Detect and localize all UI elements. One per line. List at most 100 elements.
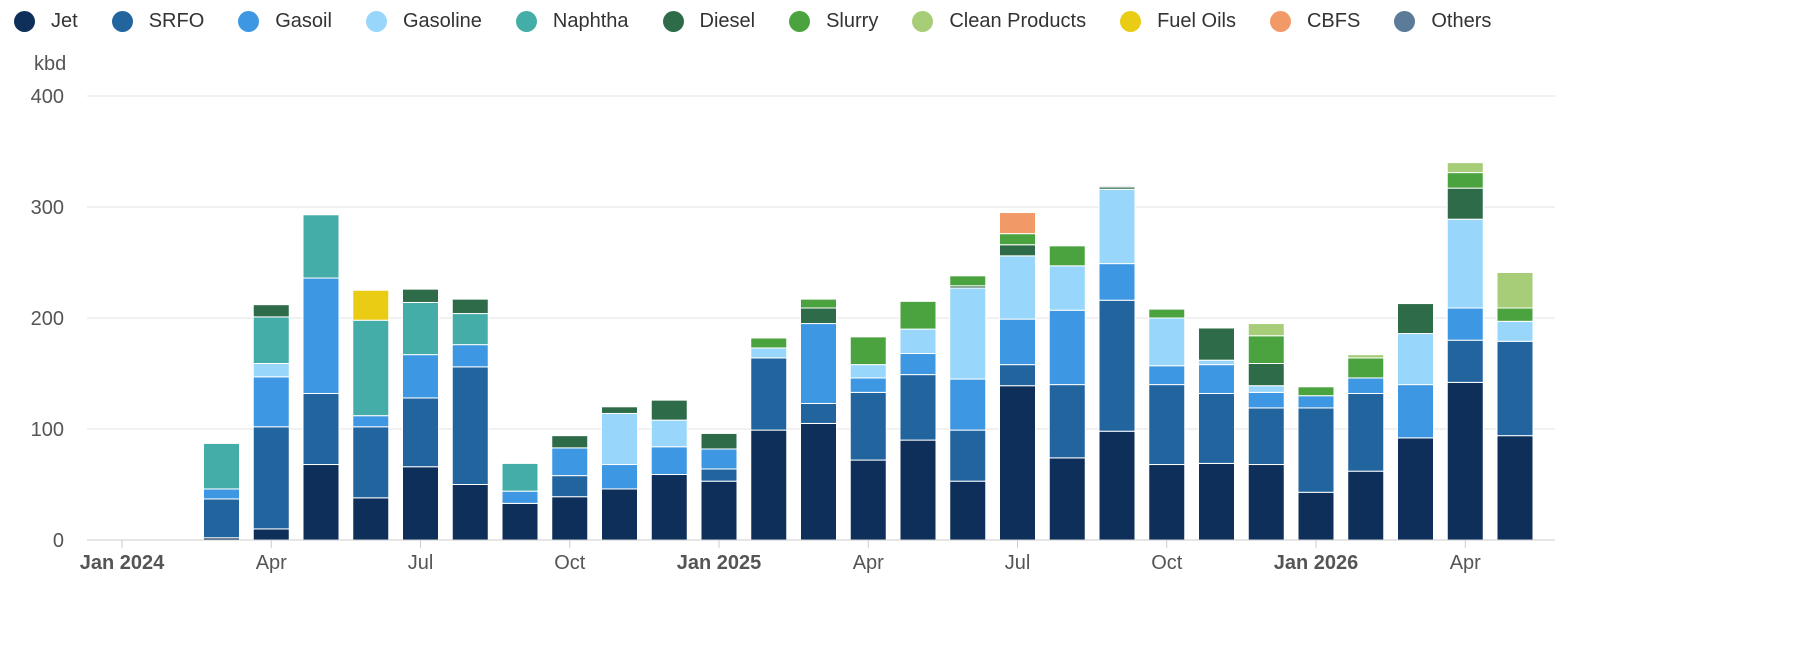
bar-segment-srfo	[1446, 339, 1484, 383]
bar-segment-gasoil	[601, 464, 638, 490]
y-tick-label: 200	[31, 308, 64, 330]
legend-swatch	[111, 11, 133, 32]
legend-item-gasoline[interactable]: Gasoline	[365, 10, 482, 33]
legend-label: CBFS	[1306, 10, 1361, 32]
y-tick-label: 300	[31, 197, 64, 219]
legend-item-cbfs[interactable]: CBFS	[1269, 10, 1361, 33]
bar-segment-clean-products	[1247, 323, 1285, 337]
bar-segment-gasoline	[1247, 385, 1285, 393]
bar-segment-gasoline	[1397, 333, 1434, 386]
legend-swatch	[789, 11, 811, 32]
bar-segment-gasoil	[999, 318, 1036, 366]
bar-segment-diesel	[402, 288, 439, 303]
y-tick-label: 0	[53, 530, 64, 552]
bar-segment-jet	[402, 466, 439, 541]
legend-item-diesel[interactable]: Diesel	[662, 10, 756, 33]
bar-segment-srfo	[1297, 407, 1335, 493]
bar-segment-gasoline	[1198, 359, 1235, 366]
bar-segment-srfo	[700, 468, 738, 482]
bar-segment-srfo	[1198, 392, 1235, 464]
bar-segment-naphtha	[252, 316, 290, 365]
legend-item-others[interactable]: Others	[1394, 10, 1491, 33]
bar-segment-diesel	[700, 432, 738, 450]
bar-segment-jet	[551, 496, 589, 541]
bar-segment-slurry	[999, 233, 1036, 246]
bar-segment-gasoline	[1148, 317, 1186, 367]
legend-label: Others	[1431, 10, 1492, 32]
bar-segment-jet	[1397, 437, 1434, 541]
bar-segment-gasoil	[1297, 395, 1335, 409]
legend-label: Gasoline	[402, 10, 482, 32]
bar-segment-gasoline	[999, 255, 1036, 320]
bar-segment-srfo	[352, 426, 390, 499]
bar-segment-gasoline	[1098, 188, 1136, 265]
legend-label: Diesel	[699, 10, 756, 32]
bar-segment-gasoil	[451, 344, 489, 368]
legend-item-clean-products[interactable]: Clean Products	[912, 10, 1086, 33]
bar-segment-gasoil	[1247, 391, 1285, 409]
bar-segment-jet	[352, 497, 390, 541]
bar-segment-gasoil	[949, 378, 987, 431]
bar-segment-fuel-oils	[352, 289, 390, 321]
bar-segment-jet	[1496, 435, 1534, 541]
bar-segment-diesel	[650, 399, 688, 421]
legend-item-naphtha[interactable]: Naphtha	[515, 10, 629, 33]
bar-segment-diesel	[1446, 187, 1484, 220]
bar-segment-naphtha	[402, 301, 439, 356]
bar-segment-srfo	[1098, 299, 1136, 432]
bar-segment-srfo	[1148, 384, 1186, 466]
bar-segment-gasoil	[700, 448, 738, 470]
bar-segment-jet	[1198, 462, 1235, 541]
bar-segment-jet	[1247, 464, 1285, 541]
bar-segment-jet	[302, 464, 340, 541]
bar-segment-srfo	[800, 402, 837, 424]
bar-segment-diesel	[800, 307, 837, 325]
bar-segment-gasoil	[1347, 377, 1385, 394]
x-tick-label: Oct	[1151, 552, 1183, 574]
bar-segment-slurry	[849, 336, 887, 366]
bar-segment-diesel	[601, 406, 638, 414]
bar-segment-gasoil	[1048, 309, 1086, 386]
legend-item-slurry[interactable]: Slurry	[789, 10, 878, 33]
y-tick-label: 100	[31, 419, 64, 441]
legend-item-jet[interactable]: Jet	[14, 10, 78, 33]
legend-label: SRFO	[148, 10, 205, 32]
x-tick-label: Jan 2025	[677, 552, 762, 574]
bar-segment-slurry	[1247, 335, 1285, 365]
bar-segment-jet	[750, 429, 788, 541]
bar-segment-diesel	[999, 244, 1036, 257]
bar-segment-slurry	[899, 300, 937, 330]
bar-segment-srfo	[551, 475, 589, 498]
bar-segment-srfo	[949, 429, 987, 482]
legend-swatch	[14, 11, 35, 32]
bar-segment-srfo	[402, 397, 439, 468]
bar-segment-srfo	[1496, 340, 1534, 437]
bar-segment-jet	[999, 385, 1036, 541]
bar-segment-srfo	[899, 374, 937, 441]
bar-segment-gasoline	[949, 287, 987, 380]
legend-swatch	[662, 11, 684, 32]
bar-segment-diesel	[451, 298, 489, 315]
bar-segment-gasoil	[1098, 263, 1136, 301]
bar-segment-slurry	[800, 298, 837, 309]
bar-segment-srfo	[1347, 392, 1385, 472]
y-axis-label: kbd	[34, 53, 66, 75]
bar-segment-slurry	[1148, 308, 1186, 319]
bar-segment-srfo	[451, 366, 489, 485]
legend-item-fuel-oils[interactable]: Fuel Oils	[1120, 10, 1236, 33]
bar-segment-naphtha	[203, 442, 240, 490]
bar-segment-clean-products	[1496, 271, 1534, 309]
bar-segment-naphtha	[501, 462, 539, 492]
bar-segment-jet	[700, 480, 738, 541]
legend-item-srfo[interactable]: SRFO	[111, 10, 205, 33]
bar-segment-gasoil	[1397, 384, 1434, 439]
bar-segment-srfo	[1048, 384, 1086, 459]
legend-swatch	[1120, 11, 1142, 32]
x-tick-label: Apr	[1450, 552, 1481, 574]
legend-item-gasoil[interactable]: Gasoil	[238, 10, 332, 33]
bar-segment-gasoil	[402, 354, 439, 399]
bar-segment-gasoil	[203, 488, 240, 500]
bar-segment-jet	[899, 439, 937, 541]
bar-segment-slurry	[750, 337, 788, 349]
